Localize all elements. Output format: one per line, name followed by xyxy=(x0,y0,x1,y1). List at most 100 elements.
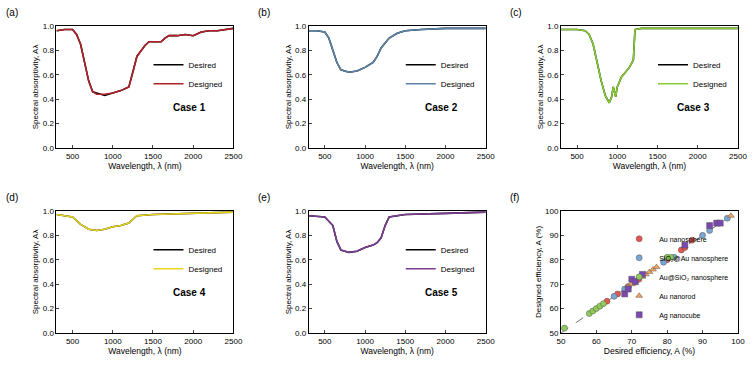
svg-text:Designed: Designed xyxy=(441,265,475,274)
svg-text:0.4: 0.4 xyxy=(295,95,307,104)
svg-text:50: 50 xyxy=(549,329,558,338)
svg-text:0.2: 0.2 xyxy=(43,304,55,313)
svg-text:0.2: 0.2 xyxy=(295,119,307,128)
svg-text:0.6: 0.6 xyxy=(43,256,55,265)
svg-text:2000: 2000 xyxy=(437,337,455,346)
svg-text:500: 500 xyxy=(570,152,584,161)
svg-text:Designed: Designed xyxy=(441,80,475,89)
svg-text:Desired: Desired xyxy=(188,246,216,255)
svg-text:500: 500 xyxy=(66,152,80,161)
svg-text:2000: 2000 xyxy=(184,152,202,161)
svg-text:Designed: Designed xyxy=(188,265,222,274)
svg-text:1500: 1500 xyxy=(144,337,162,346)
svg-text:0.8: 0.8 xyxy=(43,231,55,240)
svg-text:Designed efficiency, A (%): Designed efficiency, A (%) xyxy=(534,226,543,319)
svg-text:1500: 1500 xyxy=(144,152,162,161)
svg-text:1500: 1500 xyxy=(396,152,414,161)
svg-text:Desired: Desired xyxy=(441,61,469,70)
svg-text:2500: 2500 xyxy=(225,337,243,346)
svg-text:2000: 2000 xyxy=(689,152,707,161)
svg-text:0.4: 0.4 xyxy=(547,95,559,104)
svg-text:0.4: 0.4 xyxy=(43,95,55,104)
svg-text:2000: 2000 xyxy=(184,337,202,346)
svg-text:2500: 2500 xyxy=(225,152,243,161)
svg-text:2500: 2500 xyxy=(477,152,495,161)
svg-text:Case 2: Case 2 xyxy=(425,102,458,113)
svg-text:1.0: 1.0 xyxy=(295,207,307,216)
svg-text:Case 1: Case 1 xyxy=(173,102,206,113)
svg-text:80: 80 xyxy=(663,337,672,346)
svg-text:(b): (b) xyxy=(258,7,270,18)
svg-text:60: 60 xyxy=(549,304,558,313)
svg-text:0.0: 0.0 xyxy=(43,329,55,338)
svg-text:Wavelength, λ (nm): Wavelength, λ (nm) xyxy=(108,346,182,356)
svg-text:0.2: 0.2 xyxy=(43,119,55,128)
svg-text:0.6: 0.6 xyxy=(43,71,55,80)
svg-text:0.8: 0.8 xyxy=(43,46,55,55)
svg-text:Case 4: Case 4 xyxy=(173,287,206,298)
svg-text:1.0: 1.0 xyxy=(43,207,55,216)
svg-text:0.8: 0.8 xyxy=(547,46,559,55)
svg-text:50: 50 xyxy=(557,337,566,346)
svg-text:(d): (d) xyxy=(6,192,18,203)
svg-text:1500: 1500 xyxy=(396,337,414,346)
svg-text:Wavelength, λ (nm): Wavelength, λ (nm) xyxy=(361,346,435,356)
svg-text:Designed: Designed xyxy=(693,80,727,89)
svg-text:1.0: 1.0 xyxy=(295,22,307,31)
svg-text:Desired: Desired xyxy=(693,61,721,70)
svg-text:SiO₂@Au nanosphere: SiO₂@Au nanosphere xyxy=(659,255,728,263)
svg-text:1000: 1000 xyxy=(356,152,374,161)
svg-text:Wavelength, λ (nm): Wavelength, λ (nm) xyxy=(613,161,687,171)
svg-text:500: 500 xyxy=(318,152,332,161)
svg-text:90: 90 xyxy=(698,337,707,346)
svg-text:2000: 2000 xyxy=(437,152,455,161)
svg-text:Desired efficiency, A (%): Desired efficiency, A (%) xyxy=(604,346,696,356)
svg-text:0.2: 0.2 xyxy=(547,119,559,128)
svg-text:0.2: 0.2 xyxy=(295,304,307,313)
svg-text:Desired: Desired xyxy=(441,246,469,255)
svg-text:Designed: Designed xyxy=(188,80,222,89)
svg-text:1000: 1000 xyxy=(104,337,122,346)
svg-text:80: 80 xyxy=(549,256,558,265)
svg-text:2500: 2500 xyxy=(477,337,495,346)
svg-text:0.4: 0.4 xyxy=(295,280,307,289)
svg-text:Desired: Desired xyxy=(188,61,216,70)
svg-text:500: 500 xyxy=(318,337,332,346)
svg-text:Spectral absorptivity, Aλ: Spectral absorptivity, Aλ xyxy=(31,230,40,315)
svg-text:1.0: 1.0 xyxy=(547,22,559,31)
svg-text:1.0: 1.0 xyxy=(43,22,55,31)
svg-text:60: 60 xyxy=(592,337,601,346)
svg-text:Wavelength, λ (nm): Wavelength, λ (nm) xyxy=(108,161,182,171)
svg-text:(a): (a) xyxy=(6,7,18,18)
svg-text:(c): (c) xyxy=(510,7,522,18)
svg-text:1500: 1500 xyxy=(649,152,667,161)
svg-text:1000: 1000 xyxy=(104,152,122,161)
svg-text:0.6: 0.6 xyxy=(295,71,307,80)
svg-text:0.8: 0.8 xyxy=(295,231,307,240)
svg-text:0.6: 0.6 xyxy=(547,71,559,80)
svg-text:0.4: 0.4 xyxy=(43,280,55,289)
svg-text:Ag nanocube: Ag nanocube xyxy=(659,312,700,320)
svg-text:1000: 1000 xyxy=(356,337,374,346)
svg-text:Spectral absorptivity, Aλ: Spectral absorptivity, Aλ xyxy=(31,45,40,130)
svg-text:Spectral absorptivity, Aλ: Spectral absorptivity, Aλ xyxy=(284,230,293,315)
svg-text:500: 500 xyxy=(66,337,80,346)
svg-text:1000: 1000 xyxy=(608,152,626,161)
svg-text:70: 70 xyxy=(549,280,558,289)
svg-text:0.0: 0.0 xyxy=(43,144,55,153)
svg-text:100: 100 xyxy=(731,337,745,346)
svg-text:Au nanosphere: Au nanosphere xyxy=(659,236,707,244)
svg-text:Au@SiO₂ nanosphere: Au@SiO₂ nanosphere xyxy=(659,274,728,282)
svg-text:(e): (e) xyxy=(258,192,270,203)
svg-text:2500: 2500 xyxy=(729,152,747,161)
svg-text:0.6: 0.6 xyxy=(295,256,307,265)
svg-text:Wavelength, λ (nm): Wavelength, λ (nm) xyxy=(361,161,435,171)
svg-text:100: 100 xyxy=(545,207,559,216)
svg-text:0.0: 0.0 xyxy=(547,144,559,153)
svg-text:Case 5: Case 5 xyxy=(425,287,458,298)
svg-text:(f): (f) xyxy=(510,192,519,203)
svg-text:0.0: 0.0 xyxy=(295,144,307,153)
svg-text:0.8: 0.8 xyxy=(295,46,307,55)
svg-text:Au nanorod: Au nanorod xyxy=(659,293,695,300)
svg-text:Spectral absorptivity, Aλ: Spectral absorptivity, Aλ xyxy=(284,45,293,130)
